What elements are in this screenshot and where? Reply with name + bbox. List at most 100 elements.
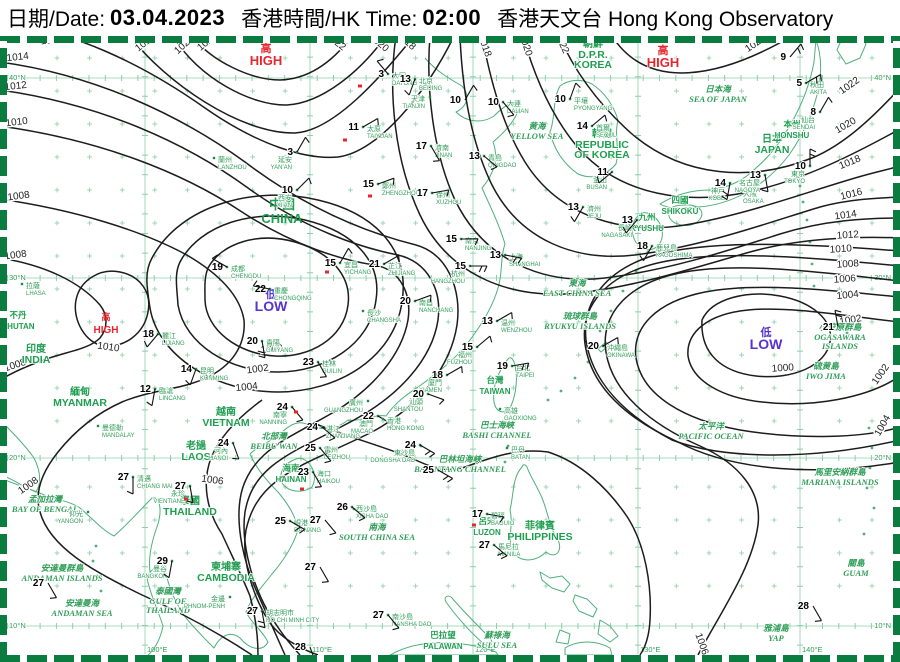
station-name-en: QINGDAO: [488, 163, 517, 169]
wind-barb: [596, 171, 613, 184]
island-dot: [857, 560, 861, 564]
grid-plus-mark: [185, 418, 190, 424]
station-name-zh: 鄭州: [382, 181, 396, 190]
grid-plus-mark: [543, 154, 549, 160]
grid: 40°N 40°N 30°N 30°N 20°N 20°N 10°N 10°N 100°E 100…: [7, 36, 893, 655]
grid-plus-mark: [543, 253, 549, 259]
island-dot: [609, 309, 613, 313]
high-center-zh: 高: [658, 43, 669, 57]
grid-plus-mark: [54, 583, 60, 589]
station-name-zh: 東京: [791, 169, 805, 178]
station-dot: [96, 424, 100, 428]
island-dot: [805, 218, 809, 222]
country-label-en: SHIKOKU: [662, 207, 699, 216]
sea-label-zh: 雅浦島: [763, 623, 790, 633]
grid-plus-mark: [771, 55, 777, 61]
country-label-en: MYANMAR: [53, 397, 107, 409]
station-name-zh: 重慶: [274, 286, 288, 295]
island-dot: [841, 346, 845, 350]
grid-plus-mark: [54, 121, 60, 127]
red-marker: [343, 138, 347, 142]
map-border-bottom: [0, 655, 900, 662]
grid-plus-mark: [380, 154, 386, 160]
station-name-zh: 北京: [419, 76, 433, 85]
grid-plus-mark: [87, 253, 92, 259]
grid-plus-mark: [869, 484, 875, 490]
grid-plus-mark: [217, 220, 223, 226]
station-dot: [737, 190, 741, 194]
grid-plus-mark: [152, 286, 158, 292]
grid-plus-mark: [185, 286, 190, 292]
lon-label: 100°E: [147, 645, 168, 654]
grid-plus-mark: [87, 517, 92, 523]
station-name-en: CHONGQING: [274, 296, 312, 302]
sea-label-en: OGASAWARA: [814, 332, 866, 342]
coastline: [539, 571, 571, 593]
country-label-en: KOREA: [574, 59, 612, 71]
station-name-en: GUILIN: [322, 369, 342, 375]
station-temp: 3: [378, 69, 384, 80]
isobar-label: 1020: [833, 115, 858, 136]
station-name-en: MACAO: [351, 429, 373, 435]
grid-plus-mark: [706, 55, 712, 61]
station-temp: 29: [157, 556, 169, 567]
station-name-en: BANGKOK: [137, 574, 167, 580]
grid-plus-mark: [869, 418, 875, 424]
country-label-zh: 海南: [282, 463, 300, 473]
grid-plus-mark: [380, 385, 386, 391]
station-name-en: PHNOM-PENH: [184, 604, 225, 610]
grid-plus-mark: [739, 154, 744, 160]
isobars: [0, 36, 900, 656]
grid-plus-mark: [152, 583, 158, 589]
station-name-zh: 福州: [458, 350, 472, 359]
grid-plus-mark: [608, 121, 614, 127]
grid-plus-mark: [739, 88, 744, 94]
station-name-en: CHANGSHA: [367, 318, 401, 324]
red-marker: [325, 270, 329, 274]
grid-plus-mark: [282, 418, 288, 424]
station-name-en: MANILA: [498, 552, 520, 558]
grid-plus-mark: [576, 220, 581, 226]
isobar-1016: [459, 36, 900, 257]
grid-plus-mark: [837, 121, 842, 127]
island-dot: [865, 486, 869, 490]
station-dot: [86, 510, 90, 514]
station-temp: 21: [369, 259, 381, 270]
station-name-en: YAN'AN: [271, 165, 292, 171]
grid-plus-mark: [282, 550, 288, 556]
country-label-en: CHINA: [261, 211, 303, 226]
wind-barb: [591, 114, 608, 127]
grid-plus-mark: [250, 55, 255, 61]
grid-plus-mark: [87, 187, 92, 193]
grid-plus-mark: [413, 583, 418, 589]
grid-plus-mark: [348, 517, 353, 523]
wind-barb: [511, 362, 530, 371]
isobar-1006: [604, 267, 900, 656]
wind-barb: [476, 335, 493, 348]
grid-plus-mark: [87, 154, 92, 160]
grid-plus-mark: [119, 550, 125, 556]
isobar-1014: [428, 36, 900, 280]
sea-label-zh: 硫黄島: [813, 361, 840, 371]
chart-header: 日期/Date: 03.04.2023 香港時間/HK Time: 02:00 …: [0, 0, 900, 36]
wind-barb: [493, 544, 508, 560]
isobar-label: 1006: [201, 474, 225, 488]
island-dot: [510, 456, 514, 460]
grid-plus-mark: [413, 253, 418, 259]
station-temp: 23: [303, 357, 315, 368]
station-name-zh: 濟南: [435, 143, 449, 152]
sea-label-zh: 泰國灣: [155, 586, 182, 596]
station-name-en: SENDAI: [793, 125, 816, 131]
grid-plus-mark: [217, 418, 223, 424]
isobar-label: 1010: [97, 341, 121, 355]
grid-plus-mark: [543, 385, 549, 391]
grid-plus-mark: [771, 88, 777, 94]
isobar-label: 1010: [829, 243, 852, 256]
station-temp: 27: [247, 606, 259, 617]
station-name-zh: 永珍: [171, 489, 185, 498]
island-dot: [598, 329, 602, 333]
station-dot: [428, 95, 432, 99]
wind-barb: [602, 337, 619, 347]
